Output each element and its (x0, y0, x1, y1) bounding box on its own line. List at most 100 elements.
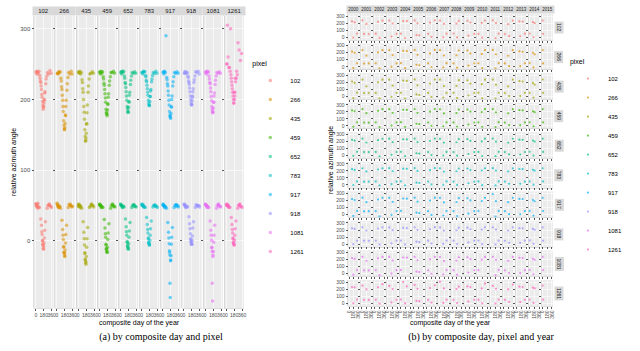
svg-text:100: 100 (336, 175, 345, 181)
svg-text:360: 360 (484, 310, 490, 319)
svg-text:0: 0 (98, 312, 101, 318)
svg-text:360: 360 (536, 310, 542, 319)
svg-text:2004: 2004 (400, 7, 411, 12)
svg-text:200: 200 (336, 49, 345, 55)
svg-text:0: 0 (423, 310, 429, 313)
svg-text:266: 266 (608, 95, 619, 101)
svg-text:pixel: pixel (570, 58, 585, 66)
svg-text:200: 200 (336, 79, 345, 85)
svg-text:360: 360 (69, 312, 78, 318)
svg-text:180: 180 (209, 312, 218, 318)
svg-text:100: 100 (336, 145, 345, 151)
svg-text:0: 0 (526, 310, 532, 313)
svg-text:652: 652 (123, 8, 134, 14)
svg-text:180: 180 (376, 310, 382, 319)
svg-text:360: 360 (132, 312, 141, 318)
svg-text:0: 0 (346, 310, 352, 313)
svg-text:100: 100 (336, 234, 345, 240)
svg-text:360: 360 (48, 312, 57, 318)
svg-text:0: 0 (410, 310, 416, 313)
svg-text:180: 180 (40, 312, 49, 318)
svg-text:0: 0 (119, 312, 122, 318)
svg-text:360: 360 (175, 312, 184, 318)
svg-text:100: 100 (20, 167, 31, 173)
svg-text:0: 0 (27, 238, 31, 244)
svg-text:0: 0 (183, 312, 186, 318)
svg-text:200: 200 (336, 109, 345, 115)
svg-text:180: 180 (389, 310, 395, 319)
svg-text:0: 0 (462, 310, 468, 313)
svg-text:2012: 2012 (503, 7, 514, 12)
svg-text:360: 360 (217, 312, 226, 318)
svg-text:0: 0 (397, 310, 403, 313)
svg-text:0: 0 (342, 64, 345, 70)
svg-text:100: 100 (336, 116, 345, 122)
svg-text:composite day of the year: composite day of the year (410, 319, 491, 327)
svg-text:200: 200 (336, 286, 345, 292)
svg-text:0: 0 (342, 93, 345, 99)
svg-text:435: 435 (556, 82, 562, 91)
svg-text:0: 0 (342, 300, 345, 306)
svg-text:917: 917 (165, 8, 176, 14)
svg-text:100: 100 (336, 204, 345, 210)
svg-text:360: 360 (523, 310, 529, 319)
svg-text:100: 100 (336, 56, 345, 62)
svg-text:2000: 2000 (348, 7, 359, 12)
svg-text:300: 300 (336, 102, 345, 108)
svg-text:200: 200 (336, 138, 345, 144)
svg-text:pixel: pixel (252, 60, 267, 68)
svg-text:0: 0 (384, 310, 390, 313)
svg-text:459: 459 (608, 133, 619, 139)
svg-text:100: 100 (336, 27, 345, 33)
svg-text:200: 200 (336, 20, 345, 26)
svg-text:180: 180 (466, 310, 472, 319)
svg-text:2009: 2009 (464, 7, 475, 12)
svg-text:0: 0 (56, 312, 59, 318)
svg-text:180: 180 (167, 312, 176, 318)
svg-text:1081: 1081 (290, 230, 304, 236)
svg-text:100: 100 (336, 86, 345, 92)
svg-text:2002: 2002 (374, 7, 385, 12)
svg-text:180: 180 (61, 312, 70, 318)
svg-text:918: 918 (290, 211, 301, 217)
svg-text:relative azimuth angle: relative azimuth angle (10, 128, 18, 196)
svg-text:2015: 2015 (542, 7, 553, 12)
svg-text:2011: 2011 (490, 7, 500, 12)
svg-text:0: 0 (436, 310, 442, 313)
svg-text:300: 300 (336, 190, 345, 196)
svg-text:200: 200 (336, 256, 345, 262)
svg-text:180: 180 (505, 310, 511, 319)
svg-text:2014: 2014 (529, 7, 540, 12)
svg-text:918: 918 (186, 8, 197, 14)
svg-text:300: 300 (336, 131, 345, 137)
svg-text:435: 435 (81, 8, 92, 14)
svg-text:360: 360 (445, 310, 451, 319)
svg-text:300: 300 (336, 72, 345, 78)
svg-text:917: 917 (608, 190, 619, 196)
svg-text:0: 0 (342, 270, 345, 276)
svg-text:102: 102 (556, 23, 562, 32)
svg-text:180: 180 (124, 312, 133, 318)
svg-text:783: 783 (556, 171, 562, 180)
svg-text:1261: 1261 (227, 8, 241, 14)
svg-text:300: 300 (336, 279, 345, 285)
svg-text:360: 360 (153, 312, 162, 318)
svg-text:180: 180 (188, 312, 197, 318)
svg-text:0: 0 (342, 182, 345, 188)
svg-text:2005: 2005 (413, 7, 424, 12)
svg-text:360: 360 (90, 312, 99, 318)
svg-text:0: 0 (225, 312, 228, 318)
svg-text:102: 102 (608, 76, 619, 82)
svg-text:0: 0 (161, 312, 164, 318)
svg-text:200: 200 (20, 97, 31, 103)
svg-text:200: 200 (336, 197, 345, 203)
svg-text:1261: 1261 (556, 288, 562, 299)
svg-text:360: 360 (458, 310, 464, 319)
svg-text:200: 200 (336, 227, 345, 233)
svg-text:0: 0 (513, 310, 519, 313)
svg-text:0: 0 (500, 310, 506, 313)
svg-text:100: 100 (336, 263, 345, 269)
svg-text:0: 0 (140, 312, 143, 318)
svg-text:0: 0 (371, 310, 377, 313)
svg-text:2008: 2008 (451, 7, 462, 12)
